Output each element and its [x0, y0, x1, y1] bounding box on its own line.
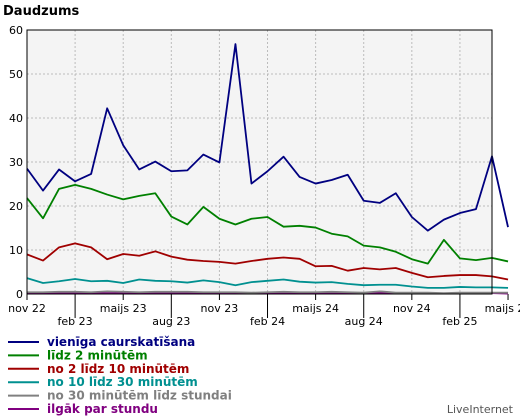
y-tick-label: 40 — [9, 112, 23, 125]
y-tick-label: 60 — [9, 24, 23, 37]
x-tick-label: nov 23 — [201, 302, 239, 315]
x-tick-label: feb 25 — [442, 315, 477, 328]
series-line — [26, 277, 509, 289]
x-tick-label: maijs 25 — [485, 302, 520, 315]
series-line — [27, 290, 509, 295]
x-tick-label: feb 23 — [58, 315, 93, 328]
series-line — [26, 242, 509, 281]
x-tick-label: maijs 23 — [100, 302, 147, 315]
y-tick-label: 30 — [9, 156, 23, 169]
x-tick-label: aug 23 — [152, 315, 190, 328]
legend-label: no 2 līdz 10 minūtēm — [47, 362, 189, 376]
x-tick-label: aug 24 — [345, 315, 383, 328]
x-tick-label: feb 24 — [250, 315, 285, 328]
chart-title: Daudzums — [3, 4, 79, 19]
x-tick-label: maijs 24 — [292, 302, 339, 315]
legend-label: vienīga caurskatīšana — [47, 335, 195, 349]
legend-label: ilgāk par stundu — [47, 402, 158, 416]
series-line — [26, 183, 509, 265]
x-tick-label: nov 24 — [393, 302, 431, 315]
plot-frame — [26, 29, 493, 295]
x-tick-label: nov 22 — [8, 302, 46, 315]
watermark: LiveInternet — [447, 403, 514, 416]
series-line — [26, 43, 509, 232]
y-tick-label: 20 — [9, 200, 23, 213]
y-tick-label: 50 — [9, 68, 23, 81]
legend-label: no 30 minūtēm līdz stundai — [47, 389, 232, 403]
x-axis-ticks: nov 22 feb 23 maijs 23 aug 23 nov 23 feb 24 ma… — [8, 294, 520, 328]
y-tick-label: 0 — [16, 288, 23, 301]
y-axis-ticks: 0 10 20 30 40 50 60 — [9, 24, 23, 301]
legend-label: līdz 2 minūtēm — [47, 348, 148, 362]
y-tick-label: 10 — [9, 244, 23, 257]
legend-label: no 10 līdz 30 minūtēm — [47, 375, 198, 389]
